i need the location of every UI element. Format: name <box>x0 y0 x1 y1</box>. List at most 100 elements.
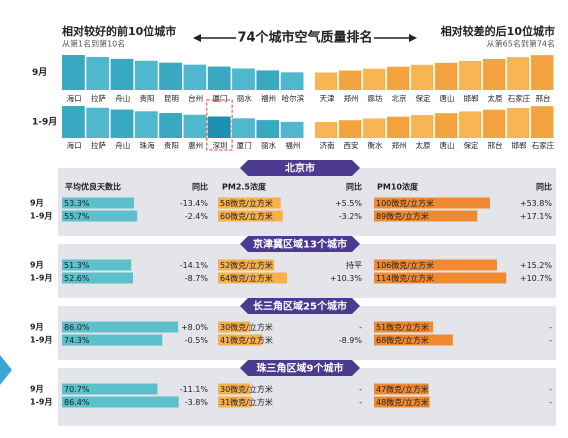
bar-label: 55.7% <box>64 212 90 221</box>
rank-bar <box>86 56 110 90</box>
column-header: 平均优良天数比 <box>65 182 121 192</box>
bar <box>62 321 179 333</box>
bar-label: 53.3% <box>64 199 90 208</box>
bar-label: 52.6% <box>64 274 90 283</box>
left-subtitle: 从第1名到第10名 <box>62 39 125 49</box>
bar <box>218 334 263 346</box>
bar-label: 64微克/立方米 <box>220 273 273 283</box>
city-label: 邯郸 <box>512 140 527 150</box>
change-label: -3.2% <box>339 212 363 221</box>
row-label: 1-9月 <box>30 212 52 221</box>
rank-bar <box>435 62 458 90</box>
bar <box>218 259 275 271</box>
bar-label: 70.7% <box>64 385 90 394</box>
bar-label: 58微克/立方米 <box>220 198 273 208</box>
change-label: +53.8% <box>520 199 553 208</box>
column-header: PM10浓度 <box>377 182 419 192</box>
row-label: 9月 <box>30 323 44 332</box>
bar-label: 41微克/立方米 <box>220 335 273 345</box>
right-title: 相对较差的后10位城市 <box>441 24 555 38</box>
row-label: 9月 <box>30 385 44 394</box>
bar-label: 30微克/立方米 <box>220 322 273 332</box>
row-label: 1-9月 <box>30 274 52 283</box>
bar-label: 106微克/立方米 <box>376 260 434 270</box>
section-heading-bg <box>240 298 360 314</box>
change-label: -8.7% <box>185 274 209 283</box>
city-label: 珠海 <box>140 140 155 150</box>
section-heading-bg <box>240 160 360 176</box>
bar <box>62 197 134 209</box>
city-label: 舟山 <box>115 140 130 150</box>
city-label: 邯郸 <box>464 93 479 103</box>
bar-label: 89微克/立方米 <box>376 211 429 221</box>
rank-bar <box>62 106 85 138</box>
change-label: +5.5% <box>335 199 362 208</box>
rank-bar <box>183 114 207 138</box>
rank-bar <box>86 107 110 138</box>
highlight-bar <box>207 116 231 138</box>
change-label: - <box>359 398 362 407</box>
city-label: 昆明 <box>164 94 179 103</box>
rank-bar <box>363 68 386 90</box>
city-label: 保定 <box>416 93 431 103</box>
city-label: 舟山 <box>115 93 130 103</box>
change-label: -0.5% <box>185 336 209 345</box>
city-label: 丽水 <box>237 93 252 103</box>
rank-bar <box>134 60 158 90</box>
side-arrow <box>0 355 12 385</box>
section-heading: 长三角区域25个城市 <box>253 300 347 313</box>
city-label: 郑州 <box>344 93 359 103</box>
bar <box>62 334 163 346</box>
bar <box>62 272 134 284</box>
arrow-head <box>409 34 417 42</box>
rank-bar <box>387 116 410 138</box>
city-label: 西安 <box>344 140 359 150</box>
row-label: 1-9月 <box>30 336 52 345</box>
bar <box>218 272 288 284</box>
section-heading: 北京市 <box>285 162 315 175</box>
city-label: 丽水 <box>261 140 276 150</box>
bar <box>218 210 283 222</box>
rank-bar <box>507 107 530 138</box>
city-label: 惠州 <box>188 140 203 150</box>
rank-bar <box>459 60 482 90</box>
city-label: 天津 <box>320 94 335 103</box>
change-label: +10.3% <box>330 274 363 283</box>
rank-bar <box>232 68 255 90</box>
main-title: 74个城市空气质量排名 <box>237 30 372 46</box>
bar-label: 74.3% <box>64 336 90 345</box>
rank-bar <box>531 55 554 90</box>
change-label: - <box>549 323 552 332</box>
bar <box>218 396 252 408</box>
content: 9月海口 拉萨 舟山 贵阳 昆明 台州 厦门 丽水 福州 哈尔滨 天津 郑州 廊坊 北京 保定 唐山 邯郸 太原石… <box>30 55 556 426</box>
column-header: 同比 <box>346 182 362 192</box>
bar <box>374 259 497 271</box>
rank-bar <box>62 55 85 90</box>
left-title: 相对较好的前10位城市 <box>62 24 176 38</box>
column-header: 同比 <box>536 182 552 192</box>
rank-bar <box>110 109 134 138</box>
city-label: 太原 <box>488 93 503 103</box>
bar-label: 86.4% <box>64 398 90 407</box>
section-heading-bg <box>240 360 360 376</box>
rank-bar <box>280 72 304 90</box>
bar <box>374 272 507 284</box>
city-label: 保定 <box>464 140 479 150</box>
city-label: 济南 <box>320 140 335 150</box>
city-label: 哈尔滨 <box>282 93 305 103</box>
rank-bar <box>339 70 362 90</box>
rank-bar <box>507 57 530 90</box>
bar <box>62 259 132 271</box>
change-label: - <box>359 385 362 394</box>
change-label: -13.4% <box>180 199 209 208</box>
bar <box>374 383 429 395</box>
change-label: - <box>549 336 552 345</box>
city-label: 深圳 <box>212 140 227 150</box>
city-label: 衡水 <box>368 140 383 150</box>
change-label: - <box>549 385 552 394</box>
bar <box>218 321 251 333</box>
bar <box>62 383 158 395</box>
change-label: -14.1% <box>180 261 209 270</box>
rank-bar <box>256 120 280 138</box>
bar-label: 86.0% <box>64 323 90 332</box>
